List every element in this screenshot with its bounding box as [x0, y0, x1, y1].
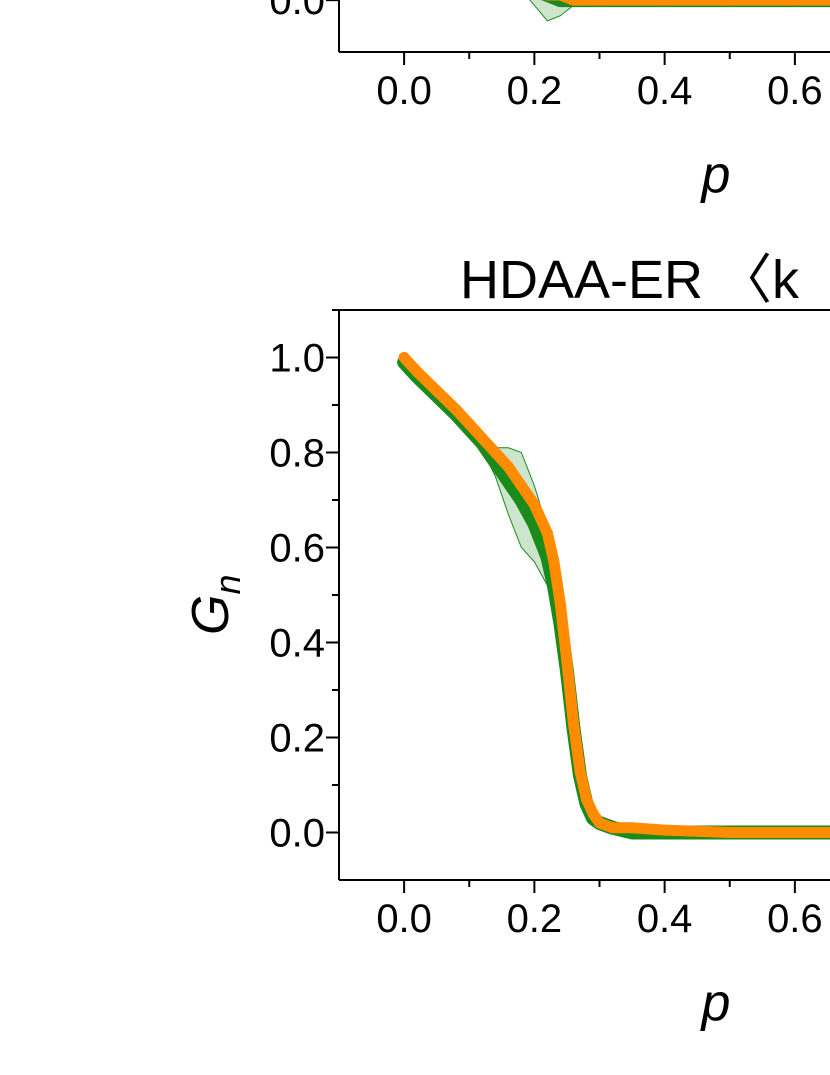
data-point: [411, 366, 423, 378]
series-1: [398, 352, 830, 838]
data-point: [587, 808, 599, 819]
data-point: [789, 827, 801, 838]
data-point: [463, 418, 475, 430]
data-point: [476, 432, 488, 444]
y-axis-title: Gn: [182, 575, 248, 635]
y-tick-label: 0.6: [269, 527, 325, 571]
x-tick-label: 0.0: [376, 69, 432, 113]
data-point: [548, 556, 560, 568]
y-tick-label: 0.0: [269, 0, 325, 23]
series-0: [397, 355, 830, 840]
x-tick-label: 0.2: [507, 69, 563, 113]
data-point: [502, 461, 514, 473]
chart-panel-0: 0.0 0.2 0.4 0.6 0.0 p: [269, 0, 830, 204]
data-point: [659, 824, 671, 836]
x-tick-label: 0.0: [376, 897, 432, 941]
data-point: [450, 404, 462, 416]
y-tick-label: 0.0: [269, 812, 325, 856]
data-point: [626, 822, 638, 834]
data-point: [567, 717, 579, 729]
data-point: [554, 599, 566, 610]
data-point: [594, 0, 605, 6]
y-tick-label: 0.4: [269, 622, 325, 666]
y-tick-label: 1.0: [269, 337, 325, 381]
x-tick-label: 0.4: [637, 69, 693, 113]
data-point: [580, 793, 592, 805]
data-point: [724, 827, 736, 838]
x-tick-label: 0.4: [637, 897, 693, 941]
data-point: [607, 822, 619, 834]
data-point: [489, 447, 501, 458]
chart-panel-1: 0.0 0.2 0.4 0.6 0.0 0.2 0.4 0.6 0.8 1.0 p Gn HDAA-ER…: [182, 250, 830, 1032]
panel-title: HDAA-ER 〈k: [460, 250, 800, 310]
x-tick-label: 0.6: [767, 897, 823, 941]
data-point: [789, 0, 801, 6]
y-tick-label: 0.8: [269, 432, 325, 476]
x-axis-title: p: [700, 974, 731, 1032]
x-tick-label: 0.6: [767, 69, 823, 113]
y-tick-label: 0.2: [269, 717, 325, 761]
data-point: [594, 817, 605, 829]
data-point: [574, 765, 586, 777]
data-point: [561, 656, 573, 667]
data-point: [431, 385, 443, 397]
data-point: [515, 480, 527, 492]
data-point: [659, 0, 671, 6]
data-point: [567, 0, 579, 6]
x-tick-label: 0.2: [507, 897, 563, 941]
x-axis-title: p: [700, 146, 731, 204]
data-point: [398, 352, 410, 363]
series-1: [545, 0, 830, 6]
data-point: [528, 499, 540, 511]
data-point: [541, 527, 553, 539]
data-point: [724, 0, 736, 6]
